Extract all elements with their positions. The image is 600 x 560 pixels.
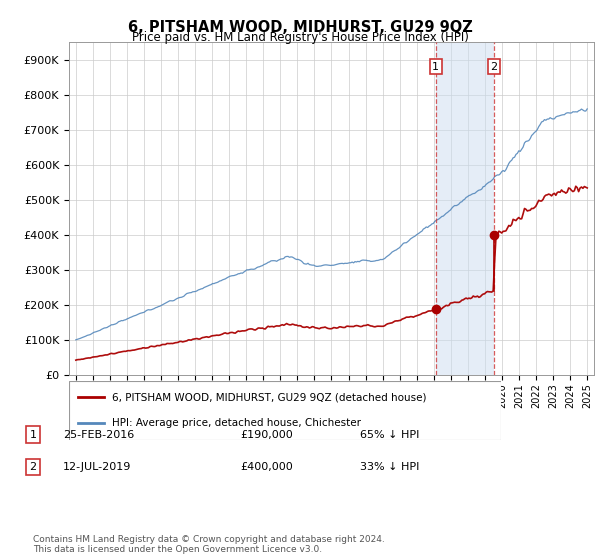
Text: Contains HM Land Registry data © Crown copyright and database right 2024.
This d: Contains HM Land Registry data © Crown c… [33,535,385,554]
Text: 2: 2 [490,62,497,72]
Text: HPI: Average price, detached house, Chichester: HPI: Average price, detached house, Chic… [112,418,361,428]
Bar [436,42,494,375]
Text: 2: 2 [29,462,37,472]
Text: £190,000: £190,000 [240,430,293,440]
Text: Price paid vs. HM Land Registry's House Price Index (HPI): Price paid vs. HM Land Registry's House … [131,31,469,44]
Text: 12-JUL-2019: 12-JUL-2019 [63,462,131,472]
Text: 6, PITSHAM WOOD, MIDHURST, GU29 9QZ (detached house): 6, PITSHAM WOOD, MIDHURST, GU29 9QZ (det… [112,392,427,402]
Text: £400,000: £400,000 [240,462,293,472]
Text: 33% ↓ HPI: 33% ↓ HPI [360,462,419,472]
Text: 1: 1 [29,430,37,440]
Text: 6, PITSHAM WOOD, MIDHURST, GU29 9QZ: 6, PITSHAM WOOD, MIDHURST, GU29 9QZ [128,20,472,35]
Text: 1: 1 [433,62,439,72]
Text: 25-FEB-2016: 25-FEB-2016 [63,430,134,440]
Text: 65% ↓ HPI: 65% ↓ HPI [360,430,419,440]
